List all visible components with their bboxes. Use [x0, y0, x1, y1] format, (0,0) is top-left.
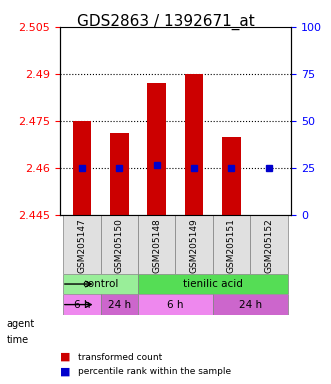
Text: 6 h: 6 h: [167, 300, 184, 310]
Text: time: time: [7, 335, 29, 345]
Text: 24 h: 24 h: [239, 300, 262, 310]
FancyBboxPatch shape: [101, 215, 138, 274]
Text: 24 h: 24 h: [108, 300, 131, 310]
Text: percentile rank within the sample: percentile rank within the sample: [78, 367, 231, 376]
Bar: [73, 121, 91, 215]
FancyBboxPatch shape: [213, 215, 250, 274]
Bar: [185, 74, 204, 215]
Text: 6 h: 6 h: [74, 300, 90, 310]
Bar: [213, 294, 288, 315]
Bar: [63, 294, 101, 315]
Bar: [110, 134, 129, 215]
Text: ■: ■: [60, 367, 70, 377]
Text: GSM205147: GSM205147: [77, 218, 86, 273]
Bar: [63, 274, 138, 294]
Bar: [101, 294, 138, 315]
Text: GSM205150: GSM205150: [115, 218, 124, 273]
FancyBboxPatch shape: [250, 215, 288, 274]
Bar: [138, 294, 213, 315]
Bar: [222, 137, 241, 215]
Text: transformed count: transformed count: [78, 353, 162, 362]
Text: tienilic acid: tienilic acid: [183, 279, 243, 289]
Text: agent: agent: [7, 319, 35, 329]
Text: GDS2863 / 1392671_at: GDS2863 / 1392671_at: [76, 13, 255, 30]
Bar: [138, 274, 288, 294]
Text: GSM205148: GSM205148: [152, 218, 161, 273]
FancyBboxPatch shape: [138, 215, 175, 274]
FancyBboxPatch shape: [63, 215, 101, 274]
Bar: [147, 83, 166, 215]
Text: GSM205152: GSM205152: [264, 218, 273, 273]
Text: GSM205149: GSM205149: [190, 218, 199, 273]
Text: ■: ■: [60, 352, 70, 362]
FancyBboxPatch shape: [175, 215, 213, 274]
Text: GSM205151: GSM205151: [227, 218, 236, 273]
Text: control: control: [82, 279, 119, 289]
